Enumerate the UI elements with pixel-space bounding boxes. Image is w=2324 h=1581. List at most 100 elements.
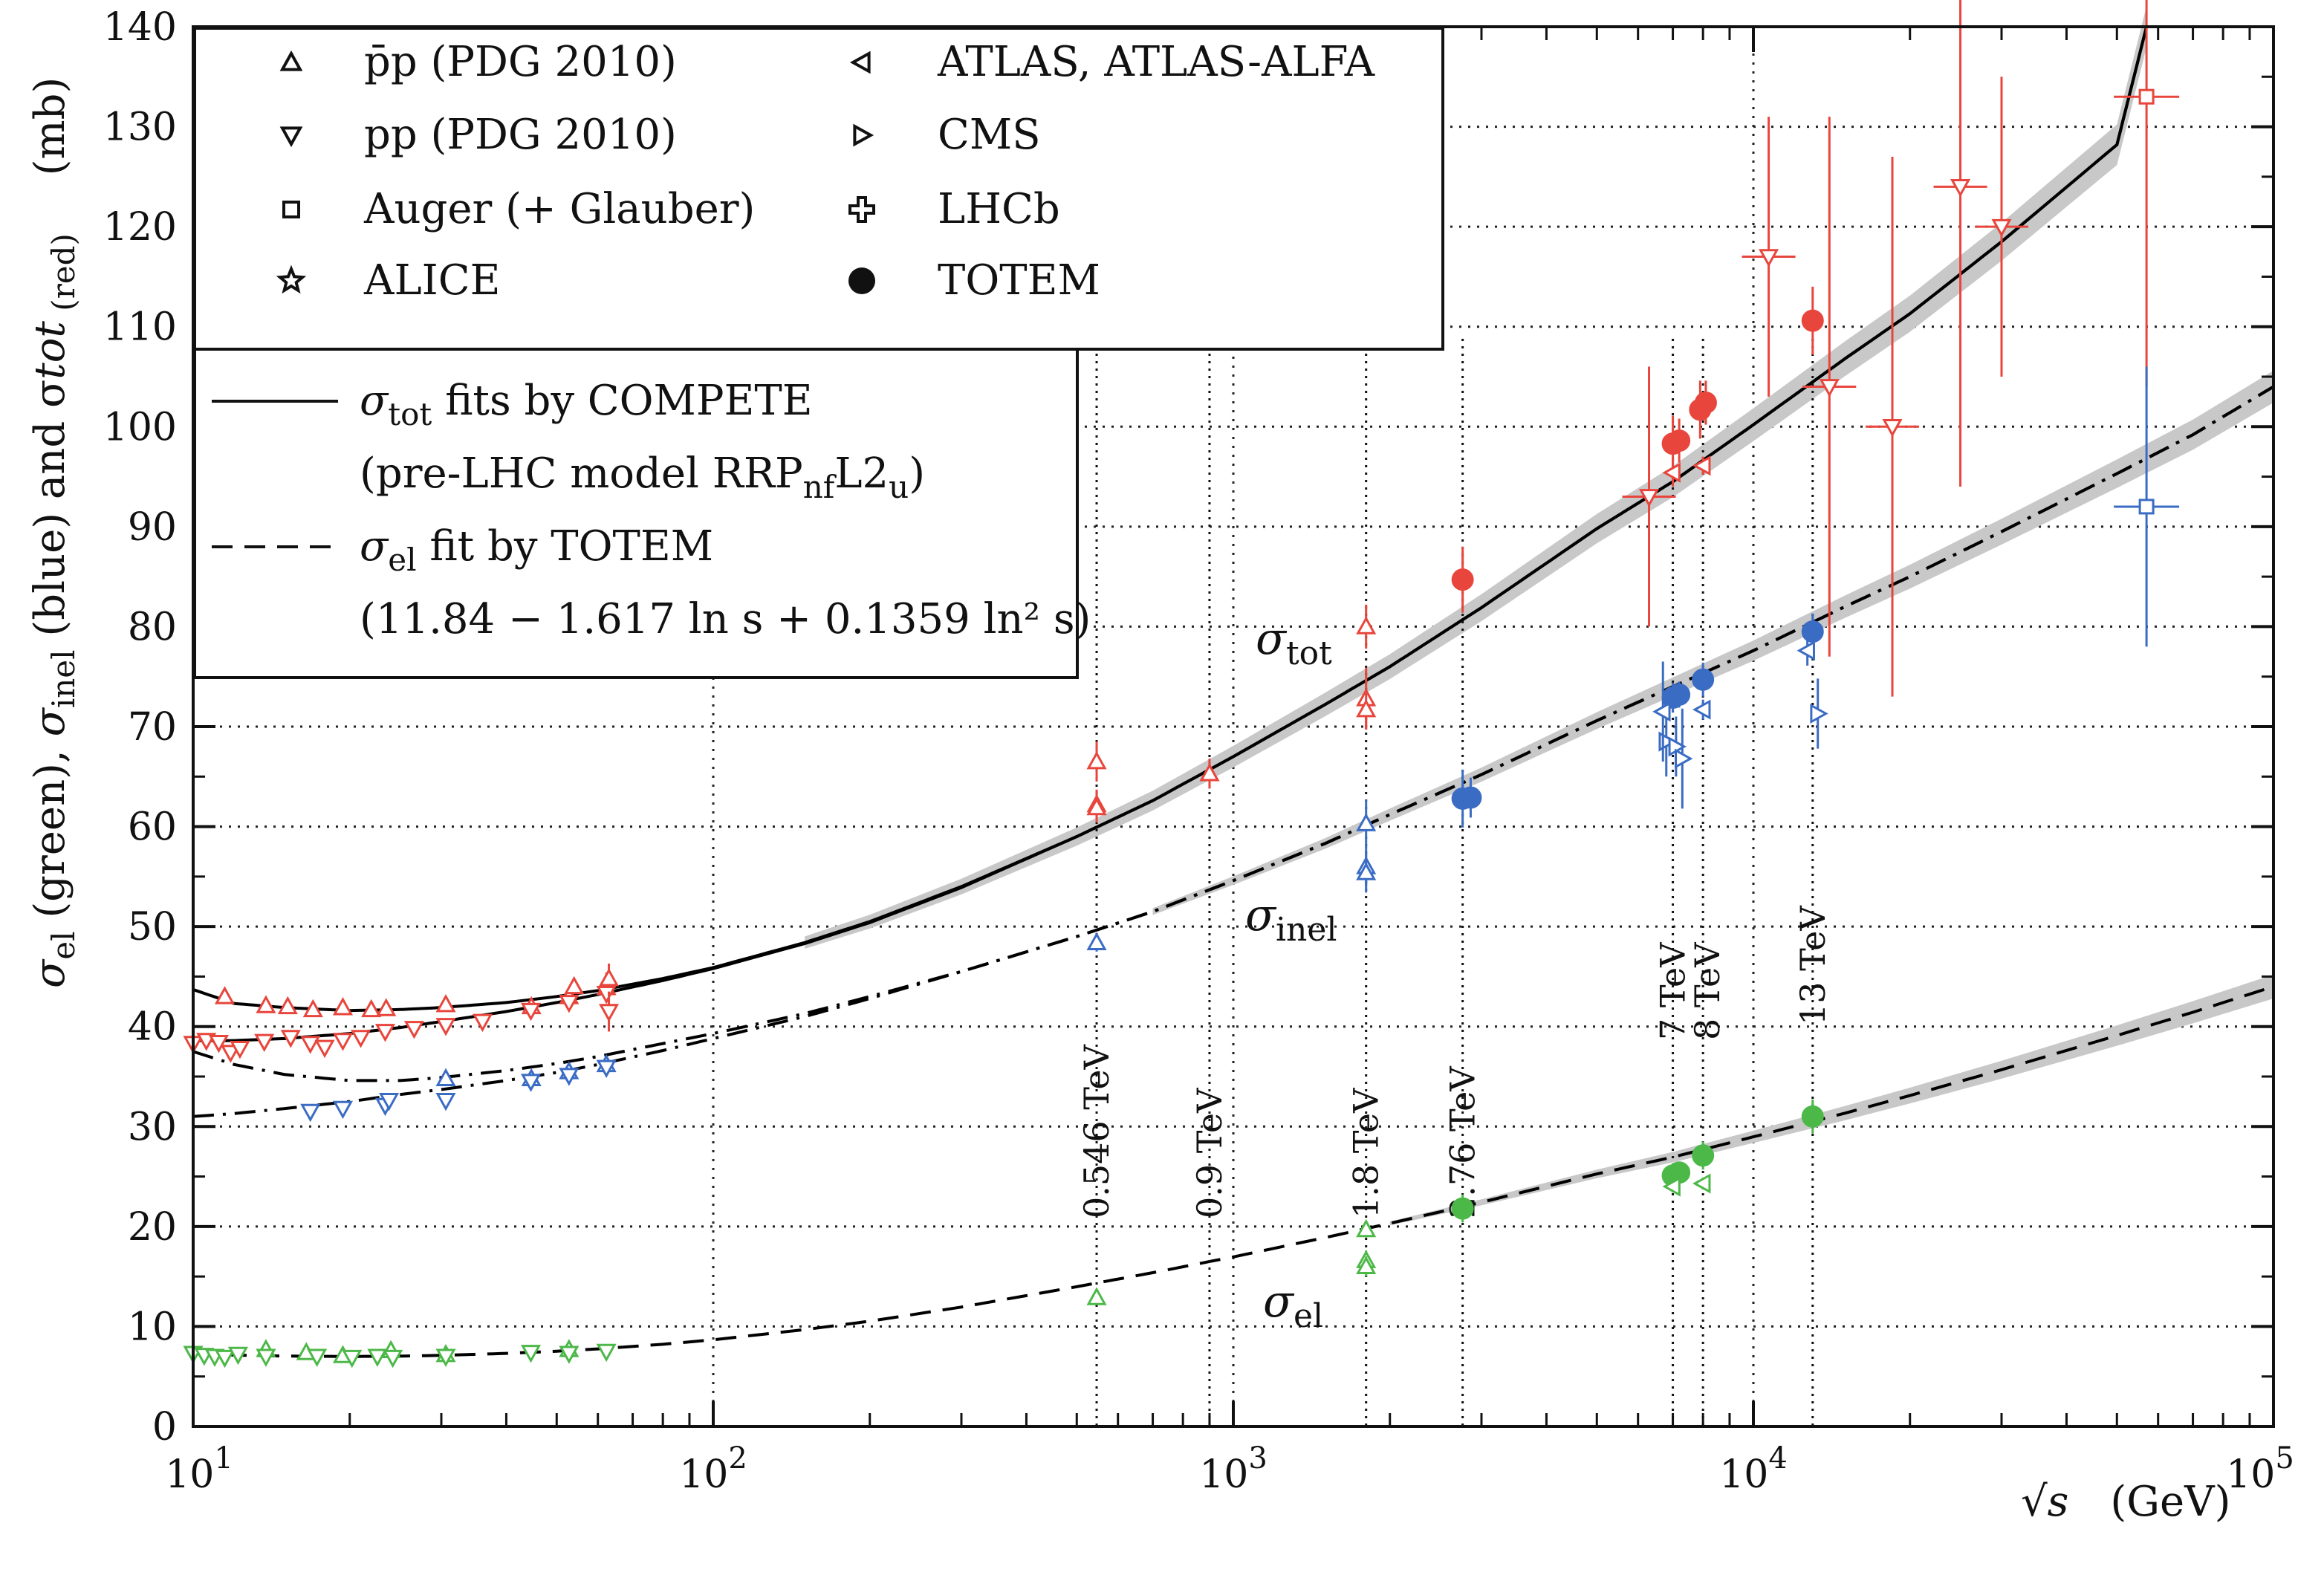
data-point bbox=[214, 986, 236, 1004]
data-point bbox=[379, 1092, 400, 1111]
data-point bbox=[383, 1349, 403, 1369]
x-tick-label: 105 bbox=[2226, 1441, 2294, 1497]
energy-label: 2.76 TeV bbox=[1443, 1066, 1483, 1218]
data-point bbox=[230, 1041, 250, 1059]
legend-marker-tri-right-icon bbox=[853, 123, 874, 147]
data-point bbox=[598, 1004, 620, 1022]
data-point bbox=[302, 999, 323, 1018]
data-point bbox=[403, 1021, 424, 1039]
data-point bbox=[300, 1103, 321, 1123]
data-point bbox=[307, 1348, 328, 1367]
legend-el-fit-label: σel fit by TOTEM bbox=[360, 522, 713, 578]
y-tick-label: 110 bbox=[103, 305, 177, 350]
curve-label-el: σel bbox=[1263, 1276, 1323, 1335]
axis-labels: √s (GeV) σel (green), σinel (blue) and σto… bbox=[26, 77, 2230, 1526]
data-point bbox=[227, 1346, 249, 1366]
data-point bbox=[277, 996, 298, 1015]
el-uncertainty-band bbox=[1389, 974, 2273, 1226]
legend-label: Auger (+ Glauber) bbox=[363, 185, 755, 233]
legend-label: pp (PDG 2010) bbox=[364, 111, 677, 159]
data-point bbox=[1662, 462, 1681, 483]
y-tick-label: 0 bbox=[152, 1405, 177, 1449]
data-point bbox=[1675, 748, 1693, 769]
y-tick-label: 60 bbox=[128, 805, 177, 850]
data-point bbox=[1796, 640, 1815, 661]
data-point bbox=[314, 1039, 335, 1059]
legend-marker-tri-down-icon bbox=[279, 126, 303, 148]
data-point bbox=[598, 968, 620, 987]
y-tick-label: 30 bbox=[128, 1105, 177, 1149]
legend-marker-square-icon bbox=[282, 201, 300, 218]
legend-box-markers bbox=[193, 27, 1444, 351]
legend-tot-fit-label: σtot fits by COMPETE bbox=[360, 377, 813, 432]
data-point bbox=[220, 1045, 241, 1063]
data-point bbox=[1668, 683, 1691, 706]
legend-label: p̄p (PDG 2010) bbox=[364, 38, 677, 86]
data-point bbox=[1950, 179, 1971, 198]
y-tick-label: 120 bbox=[103, 205, 177, 250]
data-point bbox=[1801, 620, 1824, 643]
data-point bbox=[1662, 1176, 1681, 1197]
data-point bbox=[435, 1068, 456, 1086]
curve-labels: σtot σinel σel bbox=[1245, 613, 1337, 1335]
data-point bbox=[435, 1018, 456, 1036]
data-point bbox=[435, 1092, 456, 1111]
data-point bbox=[1451, 568, 1474, 591]
data-point bbox=[1356, 1218, 1377, 1238]
data-point bbox=[254, 1033, 275, 1052]
data-point bbox=[1801, 1105, 1824, 1128]
data-point bbox=[520, 1074, 542, 1092]
data-point bbox=[374, 1024, 396, 1042]
data-point bbox=[1668, 429, 1691, 452]
x-tick-label: 101 bbox=[165, 1441, 233, 1497]
legend-marker-circle-icon bbox=[848, 267, 875, 294]
data-point bbox=[1694, 391, 1717, 414]
data-point bbox=[559, 1345, 580, 1364]
data-point bbox=[1356, 616, 1377, 634]
data-point bbox=[1692, 1173, 1711, 1194]
y-tick-label: 40 bbox=[128, 1005, 177, 1050]
x-axis-label: √s (GeV) bbox=[2021, 1478, 2230, 1526]
data-point bbox=[596, 1059, 617, 1078]
data-point bbox=[1692, 699, 1711, 720]
data-point bbox=[1991, 218, 2012, 238]
data-point bbox=[2138, 499, 2155, 515]
data-point bbox=[1086, 796, 1107, 816]
x-tick-label: 102 bbox=[679, 1441, 747, 1497]
energy-label: 13 TeV bbox=[1793, 906, 1833, 1025]
data-point bbox=[1692, 1144, 1715, 1167]
data-point bbox=[1356, 699, 1377, 718]
data-point bbox=[559, 995, 580, 1013]
axes: 0 10 20 30 40 50 60 70 80 90 100 110 120 130 140 101 102… bbox=[103, 5, 2294, 1497]
y-tick-label: 100 bbox=[103, 405, 177, 449]
data-point bbox=[208, 1034, 230, 1054]
data-point bbox=[1086, 932, 1107, 950]
legend: p̄p (PDG 2010) pp (PDG 2010) Auger (+ Glau… bbox=[193, 27, 1444, 679]
data-point bbox=[520, 1345, 542, 1363]
energy-label: 8 TeV bbox=[1687, 942, 1727, 1040]
legend-marker-star-icon bbox=[276, 264, 307, 294]
fit-curve-3 bbox=[192, 385, 2275, 1118]
legend-label: CMS bbox=[938, 111, 1041, 159]
data-point bbox=[435, 994, 456, 1013]
uncertainty-bands bbox=[805, 6, 2273, 1226]
data-point bbox=[361, 999, 382, 1018]
data-point bbox=[332, 1033, 354, 1051]
data-point bbox=[1356, 862, 1377, 880]
data-point bbox=[1638, 489, 1660, 507]
fit-curve-4 bbox=[192, 984, 2274, 1358]
y-tick-label: 10 bbox=[128, 1305, 177, 1349]
x-tick-label: 104 bbox=[1719, 1441, 1788, 1497]
data-point bbox=[472, 1013, 493, 1033]
data-point bbox=[1692, 668, 1715, 691]
energy-label: 0.546 TeV bbox=[1077, 1044, 1117, 1218]
legend-el-formula-label: (11.84 − 1.617 ln s + 0.1359 ln² s) bbox=[360, 595, 1091, 643]
data-point bbox=[1459, 786, 1482, 809]
y-axis-unit: (mb) bbox=[26, 77, 74, 176]
data-point bbox=[342, 1349, 363, 1369]
legend-label: LHCb bbox=[938, 185, 1060, 233]
curve-label-tot: σtot bbox=[1256, 613, 1332, 672]
legend-marker-tri-up-icon bbox=[279, 50, 303, 71]
data-point bbox=[1356, 813, 1377, 831]
data-point bbox=[564, 975, 585, 995]
